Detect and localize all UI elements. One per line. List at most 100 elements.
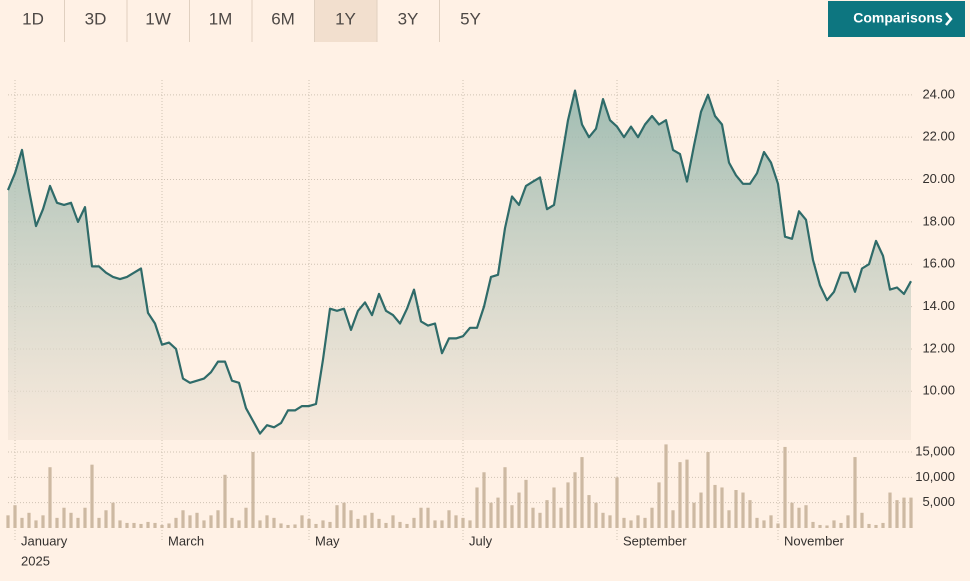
volume-bar bbox=[601, 512, 605, 528]
tab-label[interactable]: 6M bbox=[271, 9, 295, 28]
volume-bar bbox=[776, 523, 780, 528]
volume-bar bbox=[104, 510, 108, 528]
y-tick-label: 18.00 bbox=[922, 213, 955, 228]
x-tick-label: July bbox=[469, 533, 493, 548]
tab[interactable]: 1D bbox=[2, 0, 65, 42]
y-tick-label: 5,000 bbox=[922, 494, 955, 509]
volume-bar bbox=[860, 512, 864, 528]
tab-label[interactable]: 1Y bbox=[335, 9, 356, 28]
volume-bar bbox=[62, 507, 66, 528]
tab[interactable]: 5Y bbox=[439, 0, 503, 42]
volume-bar bbox=[167, 523, 171, 528]
volume-bar bbox=[328, 521, 332, 528]
volume-bar bbox=[706, 452, 710, 528]
y-tick-label: 22.00 bbox=[922, 129, 955, 144]
volume-bar bbox=[349, 510, 353, 528]
tab[interactable]: 1W bbox=[126, 0, 190, 42]
volume-bar bbox=[510, 505, 514, 528]
tab[interactable]: 1M bbox=[189, 0, 253, 42]
volume-bar bbox=[237, 520, 241, 528]
tab-label[interactable]: 1W bbox=[145, 9, 171, 28]
volume-bar bbox=[559, 507, 563, 528]
volume-bar bbox=[622, 517, 626, 528]
volume-bar bbox=[545, 500, 549, 528]
volume-bar bbox=[20, 517, 24, 528]
volume-bar bbox=[426, 507, 430, 528]
volume-bar bbox=[846, 515, 850, 528]
volume-bar bbox=[811, 521, 815, 528]
comparisons-button[interactable]: Comparisons bbox=[828, 1, 965, 37]
volume-bar bbox=[118, 520, 122, 528]
volume-bar bbox=[888, 492, 892, 528]
tab-label[interactable]: 5Y bbox=[460, 9, 481, 28]
volume-bar bbox=[412, 517, 416, 528]
volume-bar bbox=[818, 524, 822, 528]
volume-bar bbox=[538, 512, 542, 528]
volume-bar bbox=[643, 517, 647, 528]
volume-bar bbox=[699, 492, 703, 528]
volume-bar bbox=[783, 446, 787, 528]
tab-label[interactable]: 3D bbox=[85, 9, 107, 28]
volume-bar bbox=[461, 517, 465, 528]
volume-bar bbox=[335, 505, 339, 528]
y-tick-label: 15,000 bbox=[915, 443, 955, 458]
volume-bar bbox=[132, 522, 136, 528]
volume-bar bbox=[370, 512, 374, 528]
volume-bar bbox=[265, 515, 269, 528]
volume-bar bbox=[433, 520, 437, 528]
y-tick-label: 20.00 bbox=[922, 171, 955, 186]
tab-label[interactable]: 1M bbox=[209, 9, 233, 28]
volume-bar bbox=[209, 515, 213, 528]
tab[interactable]: 6M bbox=[251, 0, 315, 42]
volume-bar bbox=[97, 517, 101, 528]
volume-bar bbox=[342, 502, 346, 528]
volume-bar bbox=[188, 515, 192, 528]
x-tick-label: March bbox=[168, 533, 204, 548]
volume-bar bbox=[804, 505, 808, 528]
volume-bar bbox=[580, 457, 584, 528]
tab[interactable]: 3Y bbox=[376, 0, 440, 42]
volume-bar bbox=[895, 500, 899, 528]
volume-bar bbox=[125, 522, 129, 528]
tab[interactable]: 3D bbox=[64, 0, 128, 42]
volume-bar bbox=[636, 515, 640, 528]
volume-bar bbox=[734, 490, 738, 528]
button-label[interactable]: Comparisons bbox=[853, 10, 943, 26]
volume-bar bbox=[503, 467, 507, 528]
volume-bar bbox=[27, 512, 31, 528]
volume-bar bbox=[741, 492, 745, 528]
volume-bar bbox=[398, 521, 402, 528]
chevron-icon bbox=[945, 12, 953, 26]
volume-bar bbox=[909, 497, 913, 528]
volume-bar bbox=[111, 502, 115, 528]
y-tick-label: 16.00 bbox=[922, 256, 955, 271]
tab-bar: 1D 3D 1W 1M 6M 1Y 3Y 5Y bbox=[2, 0, 503, 42]
volume-bar bbox=[55, 517, 59, 528]
volume-bar bbox=[825, 525, 829, 528]
volume-bar bbox=[391, 515, 395, 528]
volume-bar bbox=[678, 462, 682, 528]
x-tick-label: November bbox=[784, 533, 845, 548]
x-year-label: 2025 bbox=[21, 553, 50, 568]
volume-bar bbox=[181, 510, 185, 528]
volume-bar bbox=[202, 520, 206, 528]
volume-bar bbox=[321, 520, 325, 528]
volume-bar bbox=[692, 502, 696, 528]
tab-label[interactable]: 3Y bbox=[398, 9, 419, 28]
volume-bar bbox=[146, 521, 150, 528]
tab-label[interactable]: 1D bbox=[22, 9, 44, 28]
volume-bar bbox=[174, 517, 178, 528]
volume-bar bbox=[293, 524, 297, 528]
volume-bar bbox=[867, 523, 871, 528]
y-tick-label: 24.00 bbox=[922, 86, 955, 101]
volume-bar bbox=[713, 484, 717, 528]
volume-bar bbox=[314, 523, 318, 528]
button-bg bbox=[828, 1, 965, 37]
volume-bar bbox=[13, 505, 17, 528]
volume-bar bbox=[762, 520, 766, 528]
volume-bar bbox=[300, 515, 304, 528]
volume-bar bbox=[272, 517, 276, 528]
volume-bar bbox=[587, 495, 591, 528]
tab[interactable]: 1Y bbox=[314, 0, 378, 42]
